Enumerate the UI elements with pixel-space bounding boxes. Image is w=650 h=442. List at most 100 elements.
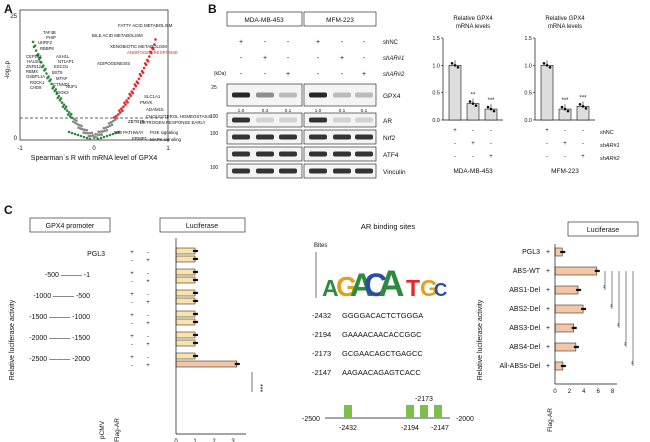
treatment-sign: -	[582, 128, 584, 134]
gene-label: OSBPL1A	[26, 74, 45, 79]
header-box	[567, 221, 639, 237]
treatment-label: shAR#2	[383, 72, 405, 78]
blot-band	[309, 117, 327, 123]
data-point	[75, 119, 78, 122]
data-point	[104, 126, 108, 129]
kda-value: 100	[210, 165, 219, 171]
abs-construct-label: ABS2-Del	[509, 306, 540, 313]
x-tick-label: 1	[193, 439, 197, 442]
kda-value: 100	[210, 114, 219, 120]
data-point	[74, 121, 77, 125]
abs-construct-label: All-ABSs-Del	[500, 363, 541, 370]
treatment-sign: +	[546, 363, 550, 370]
data-point	[195, 270, 199, 274]
construct-label: -2000 ——— -1500	[29, 335, 90, 342]
data-point	[90, 131, 94, 135]
x-tick-label: -1	[17, 146, 23, 152]
data-point	[122, 105, 125, 109]
treatment-sign: -	[264, 39, 267, 46]
data-point	[67, 130, 71, 134]
y-tick-label: 0.0	[432, 118, 440, 124]
map-left-label: -2500	[302, 416, 320, 423]
data-point	[105, 128, 109, 132]
data-point	[123, 101, 126, 104]
data-point	[31, 40, 35, 44]
data-point	[98, 133, 101, 137]
treatment-label: shAR#1	[600, 143, 620, 149]
treatment-sign: -	[472, 154, 474, 160]
x-tick-label: 0	[92, 146, 96, 152]
data-point	[35, 54, 39, 57]
treatment-label: shNC	[600, 130, 614, 136]
site-sequence: AAGAACAGAGTCACC	[342, 368, 421, 377]
cell-line-header-box	[226, 11, 303, 27]
site-sequence: GGGGACACTCTGGGA	[342, 311, 423, 320]
blot-band	[232, 92, 250, 98]
treatment-sign: -	[131, 363, 133, 369]
data-point	[563, 107, 567, 111]
blot-band	[309, 168, 327, 174]
treatment-label: shAR#2	[600, 156, 620, 162]
y-tick-label: 0	[14, 136, 18, 142]
data-point	[96, 137, 100, 141]
blot-band	[309, 92, 327, 98]
plot-frame	[19, 9, 169, 141]
treatment-sign: -	[131, 342, 133, 348]
data-point	[489, 107, 493, 111]
treatment-sign: +	[546, 306, 550, 313]
data-point	[87, 134, 91, 138]
data-point	[120, 107, 123, 111]
data-point	[109, 121, 113, 124]
y-axis-label: Relative luciferase activity	[9, 299, 16, 380]
data-point	[78, 123, 81, 127]
data-point	[195, 333, 199, 337]
header-box	[29, 217, 111, 233]
pathway-label: P53 PATHWAY	[114, 130, 144, 135]
blot-band	[279, 92, 297, 98]
data-point	[114, 131, 118, 135]
blot-band	[333, 134, 351, 140]
logo-letter: A	[378, 263, 405, 304]
data-point	[101, 130, 105, 133]
treatment-sign: -	[147, 271, 149, 277]
bar	[175, 360, 238, 368]
x-tick-label: 0	[174, 439, 178, 442]
logo-letter: C	[434, 279, 447, 300]
data-point	[154, 38, 157, 41]
bar	[175, 289, 196, 297]
construct-label: -500 ——— -1	[45, 272, 90, 279]
pathway-label: PI3K signaling	[150, 130, 179, 135]
bar	[175, 255, 196, 263]
gene-label: UHRF2	[38, 40, 53, 45]
y-tick-label: 0.5	[524, 91, 532, 97]
abs-construct-label: ABS4-Del	[509, 344, 540, 351]
data-point	[88, 137, 92, 141]
data-point	[103, 129, 107, 133]
bar	[175, 276, 196, 284]
data-point	[456, 66, 460, 69]
x-tick-label: 2	[212, 439, 216, 442]
blot-band	[355, 151, 373, 157]
site-sequence: GCGAACAGCTGAGCC	[342, 349, 423, 358]
blot-band	[333, 117, 351, 123]
data-point	[117, 130, 121, 134]
map-mark-label: -2432	[339, 425, 357, 432]
data-point	[50, 82, 53, 86]
data-point	[471, 102, 475, 105]
x-tick-label: 2	[568, 389, 572, 395]
treatment-sign: +	[545, 128, 549, 134]
ar-binding-title: AR binding sites	[361, 222, 415, 231]
y-tick-label: 0.0	[524, 118, 532, 124]
gene-label: ROCK1	[30, 80, 45, 85]
treatment-sign: -	[287, 39, 290, 46]
blot-band	[256, 92, 274, 98]
kda-label: (kDa)	[214, 71, 227, 77]
site-position: -2147	[312, 368, 331, 377]
map-mark-label: -2194	[401, 425, 419, 432]
data-point	[41, 65, 44, 69]
blot-band	[333, 168, 351, 174]
x-tick-label: 0	[553, 389, 557, 395]
construct-label: -2500 ——— -2000	[29, 356, 90, 363]
pathway-label: FATTY ACID METABOLISM	[118, 23, 173, 28]
treatment-sign: +	[146, 342, 150, 348]
